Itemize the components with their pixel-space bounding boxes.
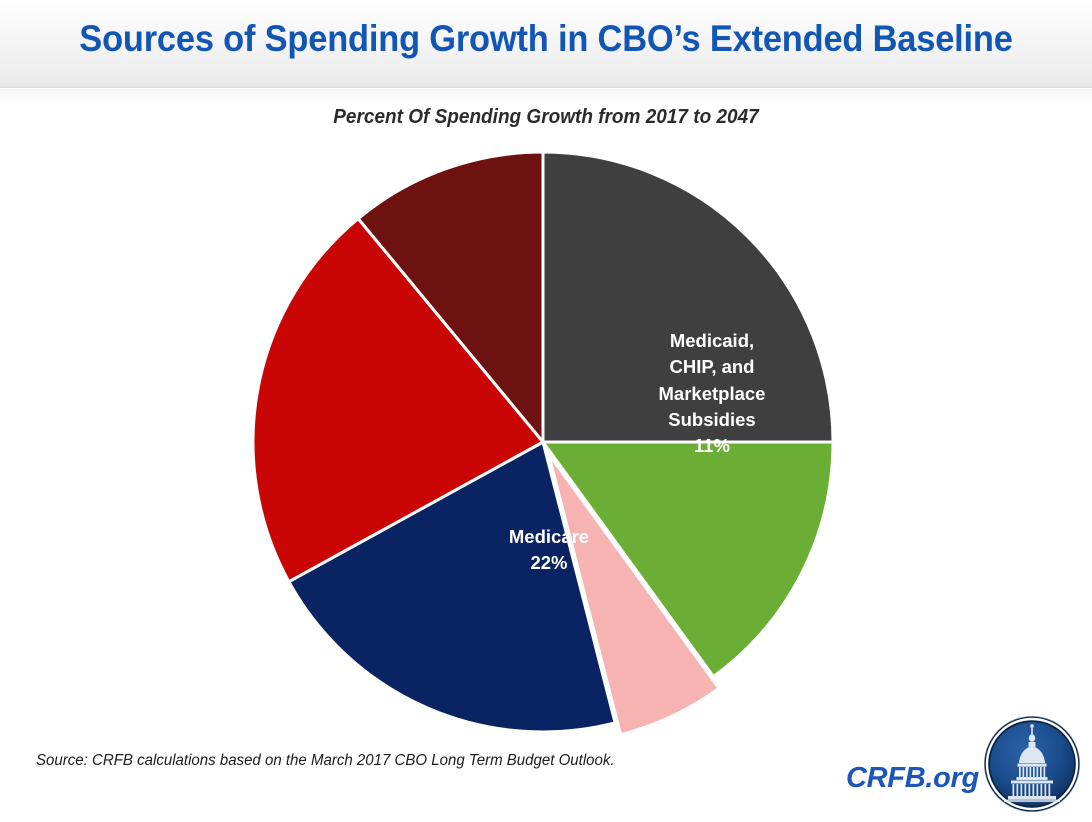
pie-slice-other-mandatory [547,452,721,737]
pie-slice-medicaid-chip-and-marketplace-subsidies [356,150,545,444]
pie-slice-social-security [287,440,617,734]
pie-slice-net-interest [541,150,835,444]
slice-label-net-interest-name: Net Interest [893,419,995,440]
header-band [0,0,1092,88]
slice-label-social-security-pct: 21% [655,803,693,822]
crfb-logo-text: CRFB.org [846,762,979,794]
slice-label-social-security-name: Social Security [607,777,741,798]
capitol-dome-seal-icon [983,715,1081,813]
slice-label-net-interest: Net Interest 25% [856,417,1032,470]
slice-label-net-interest-pct: 25% [925,445,963,467]
pie-slice-medicare [251,217,545,584]
pie-chart: Net Interest 25% Discretionary 15% Other… [232,145,1036,822]
pie-slice-discretionary [541,440,835,679]
slice-label-discretionary-name: Discretionary [917,647,1037,668]
source-note: Source: CRFB calculations based on the M… [36,752,615,769]
crfb-logo[interactable]: CRFB.org [846,714,1082,816]
chart-subtitle: Percent Of Spending Growth from 2017 to … [333,106,759,128]
page-title: Sources of Spending Growth in CBO’s Exte… [79,18,1013,59]
slice-label-social-security: Social Security 21% [584,775,764,822]
slice-label-discretionary-pct: 15% [958,673,996,695]
header-sheen [0,89,1092,105]
pie-chart-svg [251,150,835,737]
pie-slice-group [251,150,835,737]
slice-label-discretionary: Discretionary 15% [887,645,1067,698]
